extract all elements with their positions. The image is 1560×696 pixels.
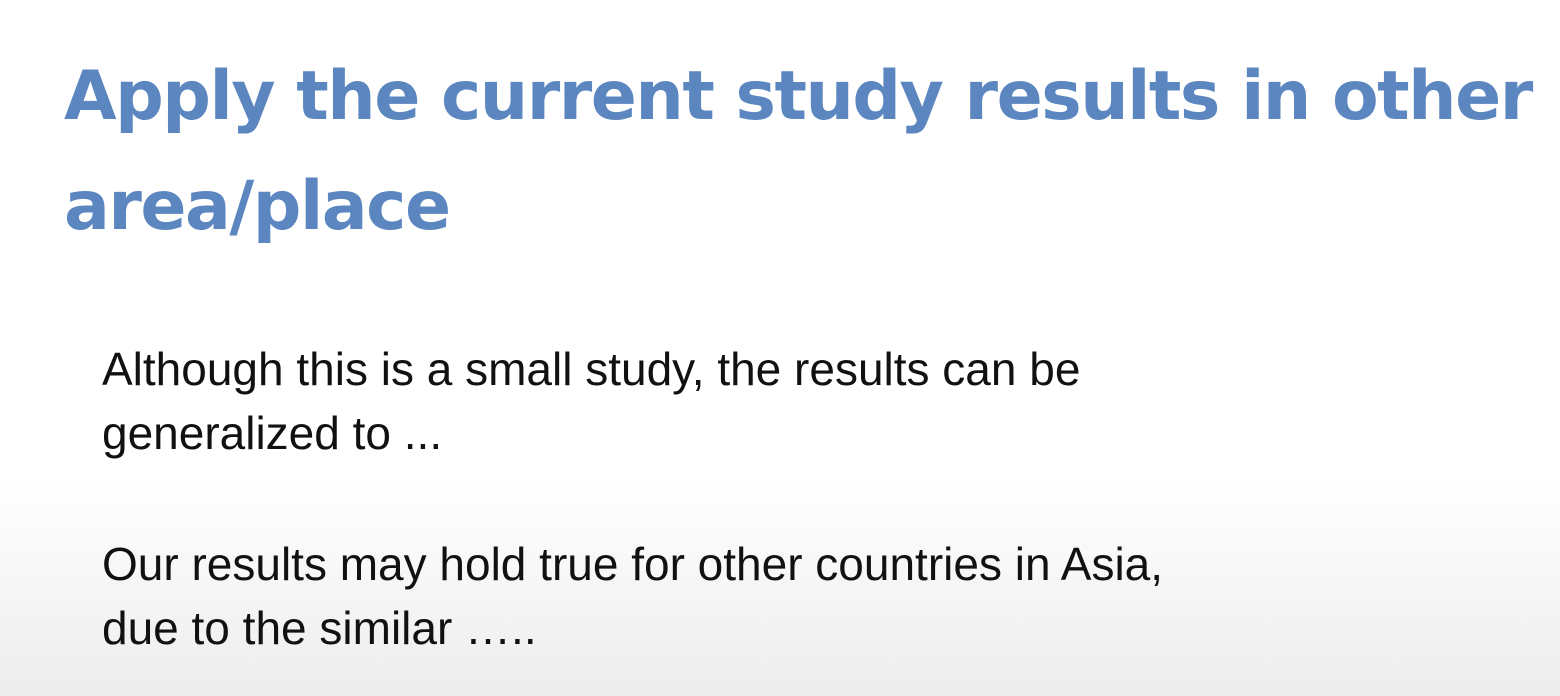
body-paragraph-1-line-2: generalized to ... — [102, 407, 443, 459]
body-paragraph-1: Although this is a small study, the resu… — [102, 337, 1402, 465]
body-paragraph-1-line-1: Although this is a small study, the resu… — [102, 343, 1081, 395]
slide-title-line-2: area/place — [64, 167, 451, 246]
slide-title-line-1: Apply the current study results in other — [64, 57, 1533, 136]
slide-title: Apply the current study results in other… — [64, 42, 1554, 262]
body-paragraph-2: Our results may hold true for other coun… — [102, 532, 1402, 660]
body-paragraph-2-line-1: Our results may hold true for other coun… — [102, 538, 1164, 590]
body-paragraph-2-line-2: due to the similar ….. — [102, 602, 537, 654]
